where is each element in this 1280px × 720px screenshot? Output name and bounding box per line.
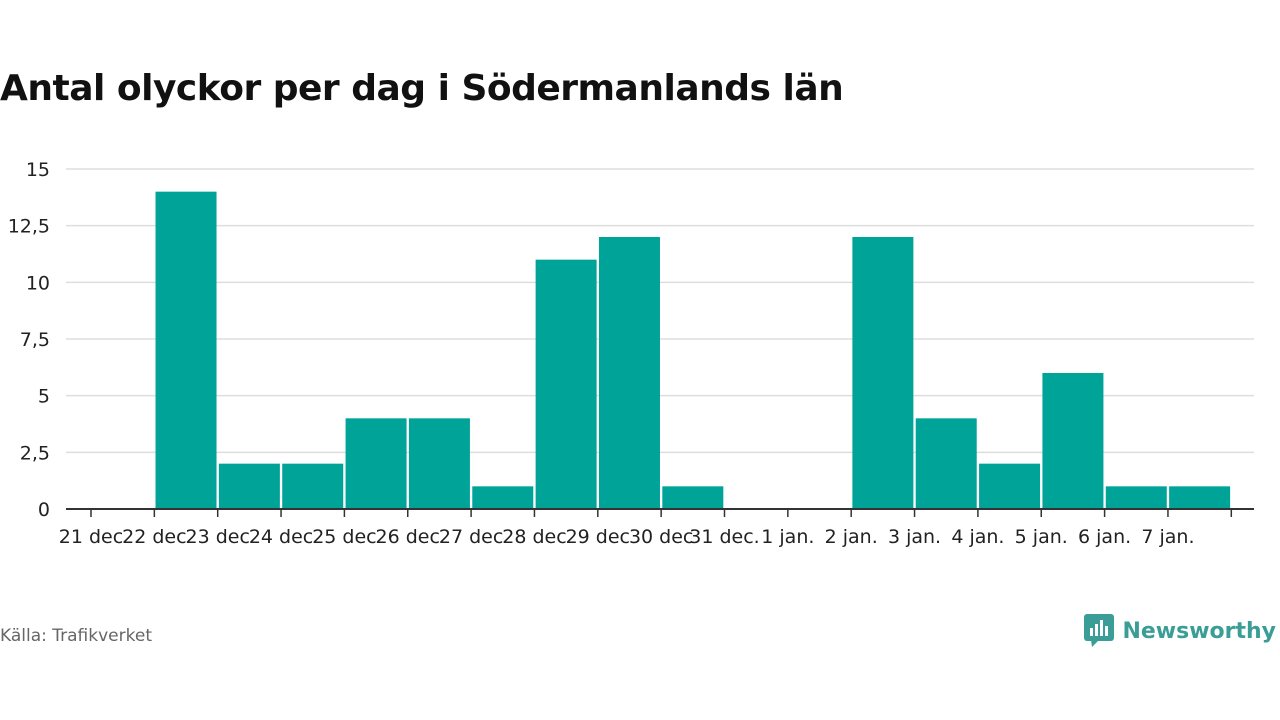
x-tick-label: 7 jan. bbox=[1141, 526, 1194, 548]
y-axis-labels: 0 2,5 5 7,5 10 12,5 15 bbox=[8, 159, 50, 521]
y-tick-label: 10 bbox=[26, 272, 50, 294]
x-tick-label: 6 jan. bbox=[1078, 526, 1131, 548]
bar-28-dec bbox=[535, 259, 597, 509]
x-tick-label: 2 jan. bbox=[825, 526, 878, 548]
x-tick-label: 29 dec bbox=[566, 526, 630, 548]
x-tick-label: 1 jan. bbox=[761, 526, 814, 548]
bar-2-jan bbox=[852, 237, 914, 509]
bar-23-dec bbox=[218, 463, 280, 509]
chart-title: Antal olyckor per dag i Södermanlands lä… bbox=[0, 68, 844, 109]
bar-4-jan bbox=[979, 463, 1041, 509]
bar-5-jan bbox=[1042, 373, 1104, 509]
x-tick-label: 5 jan. bbox=[1015, 526, 1068, 548]
x-tick-label: 25 dec bbox=[312, 526, 376, 548]
x-tick-label: 23 dec bbox=[185, 526, 249, 548]
x-tick-label: 4 jan. bbox=[951, 526, 1004, 548]
x-tick-label: 21 dec bbox=[59, 526, 123, 548]
x-tick-label: 3 jan. bbox=[888, 526, 941, 548]
x-tick-label: 30 dec bbox=[629, 526, 693, 548]
bars bbox=[155, 191, 1231, 509]
x-axis-ticks bbox=[90, 509, 1233, 517]
newsworthy-brand-name: Newsworthy bbox=[1122, 618, 1276, 644]
newsworthy-logo: Newsworthy bbox=[1084, 614, 1276, 648]
bar-29-dec bbox=[598, 237, 660, 509]
x-tick-label: 22 dec bbox=[122, 526, 186, 548]
y-tick-label: 5 bbox=[38, 386, 50, 408]
newsworthy-logo-icon bbox=[1084, 614, 1115, 647]
x-tick-label: 26 dec bbox=[376, 526, 440, 548]
x-tick-label: 28 dec bbox=[502, 526, 566, 548]
bar-24-dec bbox=[282, 463, 344, 509]
bar-25-dec bbox=[345, 418, 407, 509]
source-note: Källa: Trafikverket bbox=[0, 626, 152, 646]
bar-7-jan bbox=[1169, 486, 1231, 509]
x-tick-label: 27 dec bbox=[439, 526, 503, 548]
bar-6-jan bbox=[1105, 486, 1167, 509]
y-tick-label: 0 bbox=[38, 499, 50, 521]
y-tick-label: 7,5 bbox=[20, 329, 50, 351]
y-tick-label: 12,5 bbox=[8, 216, 50, 238]
x-tick-label: 24 dec bbox=[249, 526, 313, 548]
bar-27-dec bbox=[472, 486, 534, 509]
bar-3-jan bbox=[915, 418, 977, 509]
y-tick-label: 15 bbox=[26, 159, 50, 181]
bar-22-dec bbox=[155, 191, 217, 509]
bar-30-dec bbox=[662, 486, 724, 509]
y-tick-label: 2,5 bbox=[20, 442, 50, 464]
bar-26-dec bbox=[408, 418, 470, 509]
x-tick-label: 31 dec. bbox=[689, 526, 759, 548]
